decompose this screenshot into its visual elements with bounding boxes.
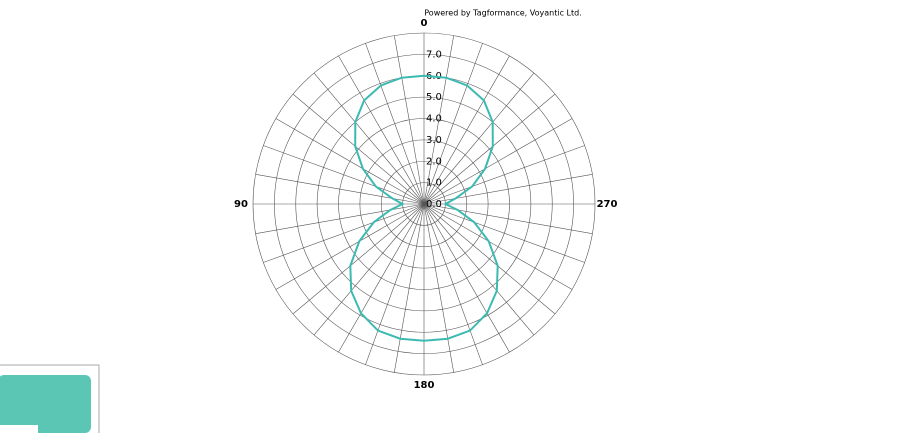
ring [359,139,489,269]
angle-label: 90 [234,199,248,210]
outer-ring [252,32,596,376]
r-tick-label: 5.0 [426,92,442,103]
series-line [349,74,499,342]
watermark: Powered by Tagformance, Voyantic Ltd. [424,9,581,18]
r-tick-label: 7.0 [426,49,442,60]
teal-button[interactable] [0,375,91,433]
ring [338,118,510,290]
ring [380,160,468,248]
angle-label: 180 [414,380,435,391]
r-tick-label: 2.0 [426,156,442,167]
angle-label: 270 [597,199,618,210]
r-tick-label: 1.0 [426,178,442,189]
r-tick-label: 3.0 [426,135,442,146]
ring [274,54,574,354]
angle-label: 0 [421,18,428,29]
input [0,425,38,433]
r-tick-label: 0.0 [426,199,442,210]
r-tick-label: 4.0 [426,114,442,125]
ring [316,96,532,312]
